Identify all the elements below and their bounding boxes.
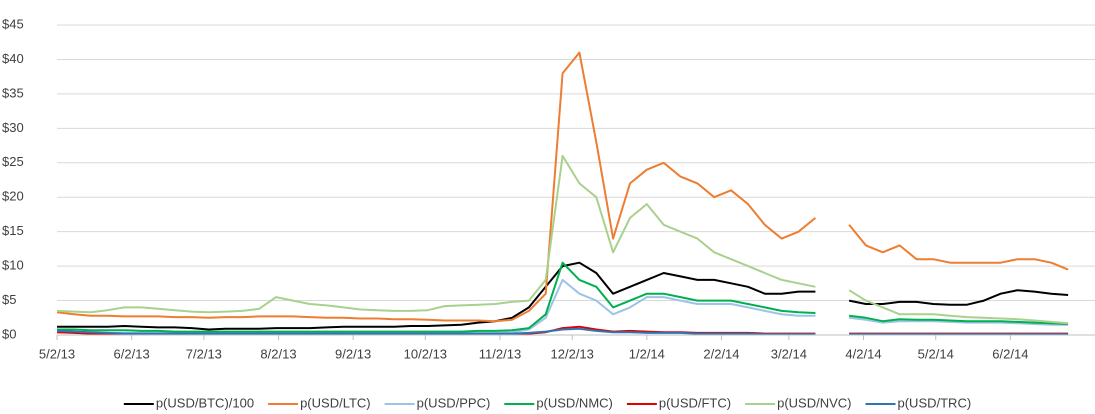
- y-tick-label: $5: [2, 292, 16, 307]
- y-tick-label: $15: [2, 223, 24, 238]
- legend-label: p(USD/TRC): [898, 395, 972, 410]
- x-tick-label: 11/2/13: [479, 346, 521, 361]
- legend-label: p(USD/PPC): [417, 395, 491, 410]
- legend: p(USD/BTC)/100 p(USD/LTC) p(USD/PPC) p(USD/…: [123, 395, 972, 410]
- series-line: [57, 261, 1069, 331]
- series-line: [56, 327, 1069, 336]
- legend-label: p(USD/NMC): [536, 395, 613, 410]
- series-line: [57, 278, 1069, 334]
- x-tick-label: 1/2/14: [629, 346, 665, 361]
- x-tick-label: 10/2/13: [404, 346, 447, 361]
- legend-label: p(USD/NVC): [777, 395, 851, 410]
- y-tick-label: $30: [2, 120, 24, 135]
- x-tick-label: 6/2/13: [114, 346, 150, 361]
- x-tick-label: 3/2/14: [771, 346, 807, 361]
- y-tick-label: $35: [2, 85, 24, 100]
- legend-label: p(USD/BTC)/100: [156, 395, 254, 410]
- x-tick-label: 5/2/13: [39, 346, 75, 361]
- x-tick-label: 8/2/13: [260, 346, 296, 361]
- y-tick-label: $10: [2, 258, 24, 273]
- series-line: [56, 51, 1069, 323]
- x-tick-label: 2/2/14: [703, 346, 739, 361]
- y-tick-label: $45: [2, 16, 24, 31]
- x-tick-label: 12/2/13: [551, 346, 594, 361]
- y-tick-label: $25: [2, 154, 24, 169]
- x-tick-label: 4/2/14: [845, 346, 881, 361]
- y-tick-label: $20: [2, 189, 24, 204]
- x-tick-label: 6/2/14: [992, 346, 1028, 361]
- series-line: [57, 261, 1069, 333]
- x-tick-label: 7/2/13: [186, 346, 222, 361]
- series-line: [56, 154, 1069, 325]
- legend-label: p(USD/FTC): [659, 395, 731, 410]
- y-tick-label: $40: [2, 51, 24, 66]
- legend-label: p(USD/LTC): [300, 395, 371, 410]
- x-tick-label: 5/2/14: [918, 346, 954, 361]
- x-tick-label: 9/2/13: [335, 346, 371, 361]
- y-tick-label: $0: [2, 326, 16, 341]
